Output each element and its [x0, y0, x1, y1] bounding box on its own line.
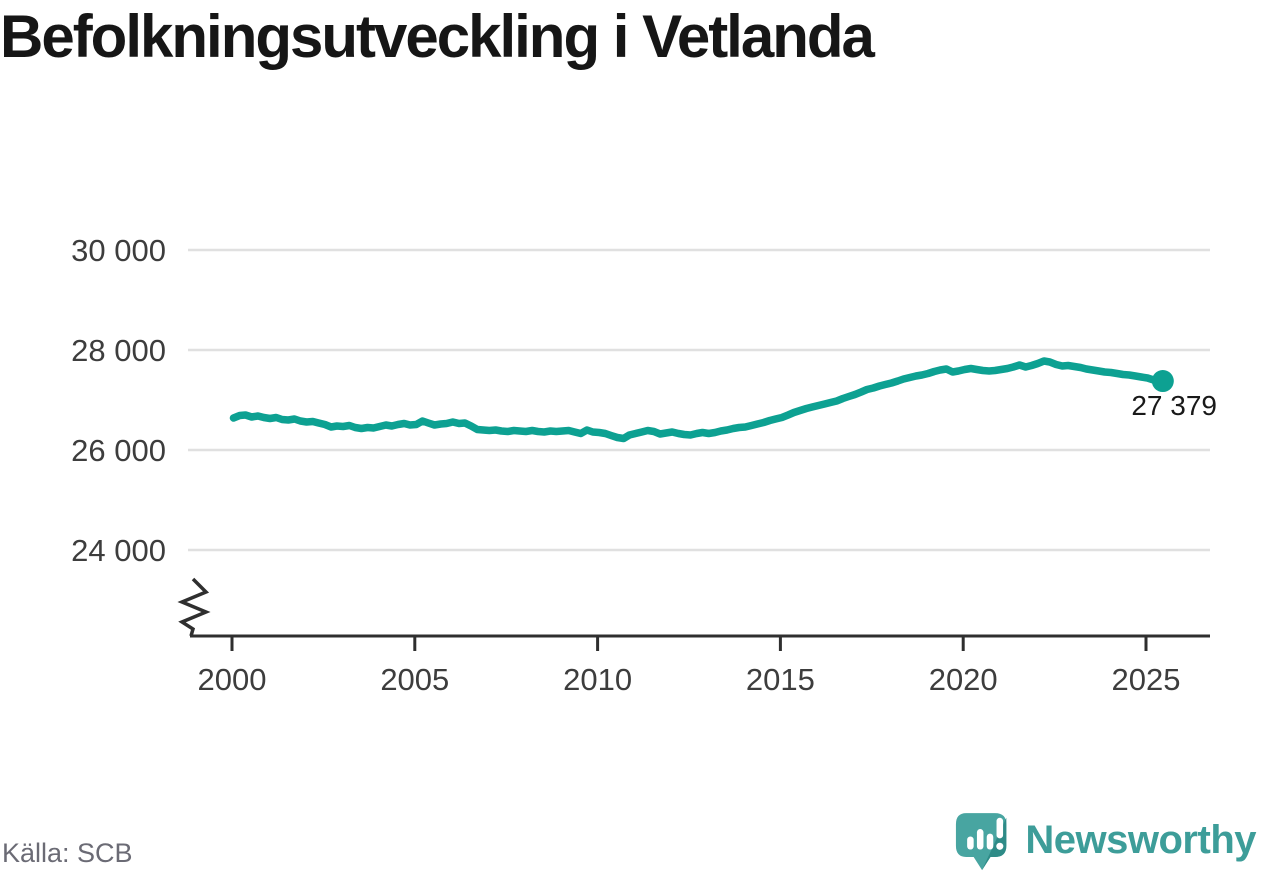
x-axis-tick-label: 2000 — [198, 662, 267, 697]
series-end-point — [1151, 370, 1174, 393]
end-value-label: 27 379 — [1131, 390, 1217, 421]
chart-title: Befolkningsutveckling i Vetlanda — [0, 3, 875, 70]
newsworthy-logo-icon — [956, 813, 1007, 871]
logo-bar-chart-icon — [987, 833, 994, 850]
brand-footer: Newsworthy — [955, 811, 1256, 875]
y-axis-tick-label: 26 000 — [71, 433, 166, 468]
logo-bar-chart-icon — [967, 836, 975, 850]
x-axis-tick-label: 2015 — [746, 662, 815, 697]
x-axis-tick-label: 2020 — [929, 662, 998, 697]
y-axis-tick-label: 24 000 — [71, 533, 166, 568]
x-axis-tick-label: 2025 — [1112, 662, 1181, 697]
brand-name: Newsworthy — [1025, 818, 1256, 862]
x-axis-tick-label: 2005 — [380, 662, 449, 697]
source-label: Källa: SCB — [2, 838, 133, 868]
axis-break-icon — [177, 577, 211, 637]
logo-bar-chart-icon — [977, 829, 984, 850]
y-axis-tick-label: 30 000 — [71, 233, 166, 268]
population-series-line — [229, 357, 1167, 443]
y-axis-tick-label: 28 000 — [71, 333, 166, 368]
logo-exclamation-icon — [996, 842, 1004, 850]
logo-exclamation-icon — [996, 817, 1004, 839]
x-axis-tick-label: 2010 — [563, 662, 632, 697]
